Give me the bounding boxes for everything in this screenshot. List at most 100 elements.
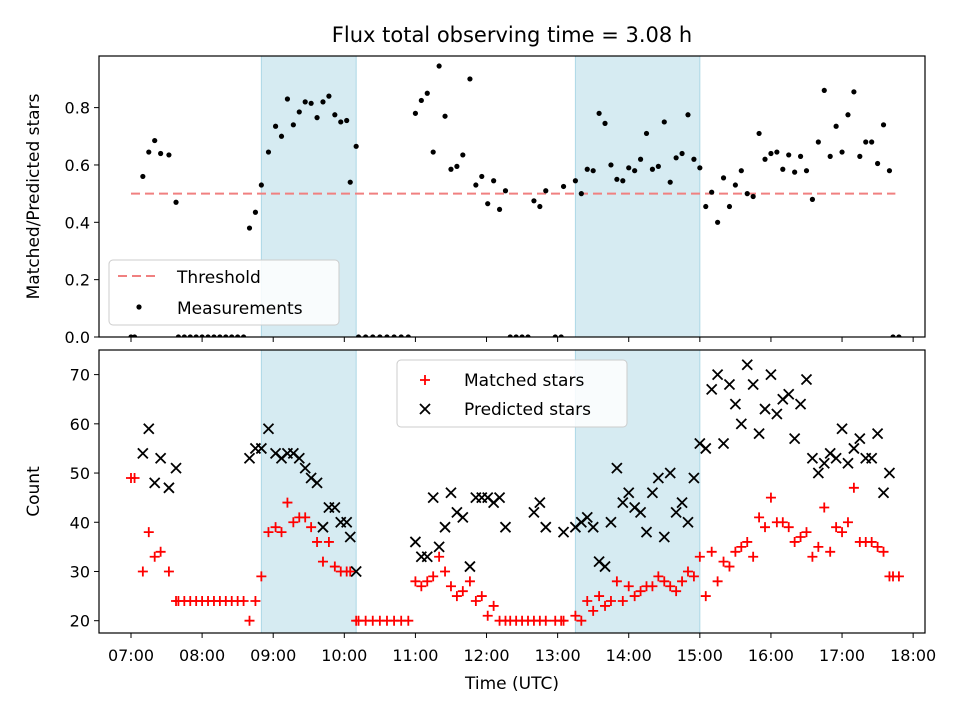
measurement-point bbox=[314, 115, 320, 121]
measurement-point bbox=[768, 150, 774, 157]
predicted-stars-point bbox=[812, 467, 824, 479]
measurement-point bbox=[845, 112, 851, 118]
matched-stars-point bbox=[718, 556, 729, 567]
predicted-stars-point bbox=[534, 496, 546, 509]
measurement-point bbox=[732, 182, 738, 188]
matched-stars-point bbox=[323, 536, 334, 547]
predicted-stars-point bbox=[557, 526, 570, 538]
predicted-stars-point bbox=[262, 423, 275, 435]
measurement-point bbox=[809, 196, 816, 202]
predicted-stars-point bbox=[605, 516, 617, 528]
measurement-point bbox=[552, 334, 558, 337]
measurement-point bbox=[424, 90, 430, 96]
predicted-stars-point bbox=[255, 442, 267, 455]
x-axis-label: Time (UTC) bbox=[464, 674, 559, 694]
measurement-point bbox=[560, 183, 567, 190]
measurement-point bbox=[442, 113, 448, 119]
matched-stars-point bbox=[611, 576, 622, 587]
measurement-point bbox=[839, 149, 845, 155]
measurement-point bbox=[436, 63, 442, 69]
measurement-point bbox=[217, 334, 223, 337]
measurement-point bbox=[405, 334, 411, 337]
matched-stars-point bbox=[831, 522, 842, 533]
predicted-stars-point bbox=[623, 487, 635, 499]
measurement-point bbox=[246, 225, 253, 231]
predicted-stars-point bbox=[149, 477, 161, 489]
legend-box bbox=[396, 359, 628, 428]
predicted-stars-point bbox=[700, 442, 712, 455]
predicted-stars-point bbox=[350, 565, 362, 578]
matched-stars-point bbox=[623, 581, 634, 592]
matched-stars-point bbox=[700, 591, 711, 602]
x-tick-label: 07:00 bbox=[108, 646, 154, 665]
predicted-stars-point bbox=[317, 521, 329, 533]
measurement-point bbox=[272, 123, 279, 129]
x-tick-label: 09:00 bbox=[250, 646, 296, 665]
predicted-stars-point bbox=[170, 462, 182, 474]
measurement-point bbox=[302, 99, 308, 105]
matched-stars-point bbox=[777, 517, 788, 528]
matched-stars-point bbox=[872, 541, 883, 552]
matched-stars-point bbox=[540, 615, 551, 626]
matched-stars-point bbox=[282, 497, 293, 508]
matched-stars-point bbox=[464, 576, 475, 587]
matched-stars-point bbox=[724, 561, 735, 572]
measurement-point bbox=[332, 112, 338, 118]
matched-stars-point bbox=[244, 615, 255, 626]
measurement-point bbox=[391, 334, 397, 337]
matched-stars-point bbox=[706, 546, 717, 557]
matched-stars-point bbox=[256, 571, 267, 582]
matched-stars-point bbox=[163, 566, 174, 577]
predicted-stars-point bbox=[464, 560, 476, 573]
predicted-stars-point bbox=[800, 373, 813, 386]
predicted-stars-point bbox=[421, 551, 433, 563]
legend-predicted-label: Predicted stars bbox=[464, 400, 591, 420]
predicted-stars-point bbox=[877, 487, 890, 499]
measurement-point bbox=[131, 334, 138, 337]
y-tick-label: 70 bbox=[70, 366, 90, 385]
measurement-point bbox=[543, 188, 549, 194]
matched-stars-point bbox=[440, 566, 451, 577]
measurement-point bbox=[661, 119, 667, 125]
measurement-point bbox=[738, 168, 744, 174]
measurement-point bbox=[284, 96, 291, 102]
predicted-stars-point bbox=[682, 516, 694, 528]
axes-frame bbox=[98, 349, 926, 634]
x-tick-label: 15:00 bbox=[677, 646, 723, 665]
predicted-stars-point bbox=[599, 560, 611, 573]
measurement-point bbox=[240, 334, 247, 337]
predicted-stars-point bbox=[293, 452, 305, 464]
matched-stars-point bbox=[635, 586, 646, 597]
predicted-stars-point bbox=[143, 423, 155, 435]
measurement-point bbox=[780, 166, 786, 172]
measurement-point bbox=[756, 130, 762, 137]
measurement-point bbox=[890, 334, 896, 337]
measurement-point bbox=[278, 133, 285, 139]
bottom-panel: 20 30 40 50 60 70 07:00 08:00 09:00 10:00 11:00 12:… bbox=[24, 349, 936, 694]
measurement-point bbox=[792, 169, 798, 175]
measurement-point bbox=[750, 193, 756, 200]
matched-stars-point bbox=[558, 615, 569, 626]
matched-stars-point bbox=[288, 517, 299, 528]
measurement-point bbox=[384, 334, 390, 337]
measurement-point bbox=[320, 99, 326, 105]
matched-stars-point bbox=[137, 566, 148, 577]
predicted-stars-point bbox=[854, 432, 866, 445]
predicted-stars-point bbox=[670, 506, 682, 519]
matched-stars-point bbox=[748, 551, 759, 562]
measurement-point bbox=[173, 199, 179, 205]
matched-stars-point bbox=[842, 517, 853, 528]
y-tick-label: 50 bbox=[70, 464, 90, 483]
legend-measurements-label: Measurements bbox=[177, 299, 303, 319]
matched-stars-point bbox=[422, 576, 433, 587]
measurement-point bbox=[620, 178, 626, 184]
predicted-stars-point bbox=[658, 531, 670, 543]
matched-stars-point bbox=[451, 591, 462, 602]
matched-stars-point bbox=[238, 596, 249, 607]
predicted-stars-point bbox=[329, 501, 341, 514]
predicted-stars-point bbox=[771, 408, 783, 420]
matched-stars-point bbox=[677, 576, 688, 587]
matched-stars-point bbox=[317, 556, 328, 567]
predicted-stars-point bbox=[706, 383, 718, 396]
predicted-stars-point bbox=[836, 423, 848, 435]
